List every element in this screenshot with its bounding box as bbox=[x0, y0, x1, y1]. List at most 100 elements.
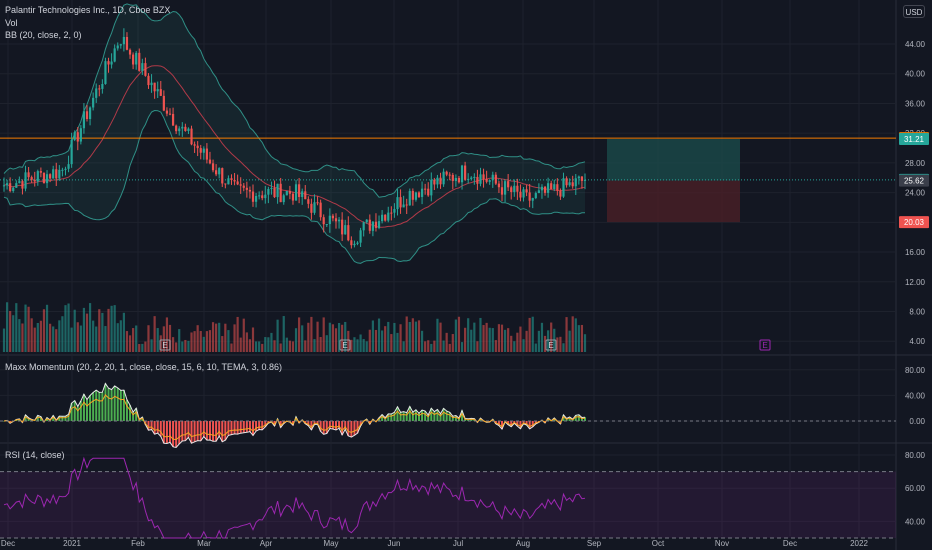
candle bbox=[251, 191, 255, 202]
volume-bar bbox=[543, 335, 547, 352]
candle bbox=[291, 193, 295, 201]
volume-bar bbox=[61, 316, 64, 352]
momentum-bar bbox=[125, 399, 128, 421]
momentum-bar bbox=[580, 417, 583, 421]
volume-bar bbox=[528, 317, 531, 352]
y-tick-label: 40.00 bbox=[905, 391, 926, 400]
candle bbox=[390, 212, 393, 214]
momentum-bar bbox=[39, 416, 42, 421]
momentum-bar bbox=[230, 421, 233, 435]
momentum-bar bbox=[107, 388, 110, 421]
volume-bar bbox=[374, 329, 378, 352]
volume-bar bbox=[488, 327, 491, 352]
candle bbox=[451, 174, 454, 181]
volume-bar bbox=[491, 328, 494, 352]
candle bbox=[313, 202, 316, 213]
currency-badge[interactable]: USD bbox=[903, 5, 925, 18]
candle bbox=[381, 214, 384, 222]
volume-bar bbox=[52, 326, 55, 352]
candle bbox=[88, 107, 92, 119]
volume-bar bbox=[98, 309, 101, 352]
candle bbox=[430, 179, 433, 196]
candle bbox=[125, 36, 129, 50]
volume-bar bbox=[113, 305, 116, 352]
bollinger-lower bbox=[3, 109, 585, 264]
volume-bar bbox=[150, 339, 153, 352]
candle bbox=[531, 198, 534, 201]
momentum-bar bbox=[319, 421, 322, 432]
volume-bar bbox=[331, 324, 335, 352]
momentum-bar bbox=[233, 421, 236, 434]
volume-bar bbox=[233, 324, 236, 352]
volume-bar bbox=[162, 326, 165, 352]
candle bbox=[513, 185, 516, 193]
momentum-bar bbox=[387, 413, 390, 421]
momentum-bar bbox=[70, 403, 73, 421]
volume-bar bbox=[181, 341, 184, 352]
price-label-box bbox=[899, 133, 929, 146]
earnings-marker-label: E bbox=[762, 341, 767, 350]
volume-bar bbox=[39, 320, 42, 352]
volume-bar bbox=[301, 325, 304, 352]
candle bbox=[5, 183, 9, 186]
momentum-bar bbox=[470, 418, 473, 421]
volume-bar bbox=[110, 305, 113, 352]
volume-bar bbox=[537, 330, 540, 352]
candle bbox=[52, 169, 55, 179]
volume-bar bbox=[460, 342, 464, 352]
momentum-bar bbox=[390, 413, 393, 421]
candle bbox=[218, 168, 221, 175]
momentum-bar bbox=[507, 421, 510, 425]
momentum-bar bbox=[307, 421, 310, 426]
momentum-bar bbox=[562, 414, 565, 421]
candle bbox=[2, 185, 6, 187]
volume-bar bbox=[464, 327, 467, 352]
volume-bar bbox=[171, 337, 175, 352]
volume-bar bbox=[273, 340, 276, 352]
volume-bar bbox=[82, 307, 86, 352]
candle bbox=[356, 242, 359, 244]
earnings-marker-label: E bbox=[342, 341, 347, 350]
momentum-bar bbox=[574, 415, 577, 421]
volume-bar bbox=[45, 304, 49, 352]
momentum-bar bbox=[414, 409, 417, 421]
candle bbox=[553, 184, 556, 190]
bollinger-legend: BB (20, close, 2, 0) bbox=[5, 30, 82, 40]
volume-bar bbox=[205, 331, 208, 352]
volume-bar bbox=[242, 318, 245, 352]
x-tick-label: Oct bbox=[652, 539, 665, 548]
volume-bar bbox=[457, 316, 461, 352]
momentum-bar bbox=[273, 421, 276, 426]
candle bbox=[571, 182, 574, 187]
momentum-bar bbox=[528, 421, 531, 429]
volume-bar bbox=[248, 339, 252, 352]
candle bbox=[184, 126, 187, 132]
momentum-bar bbox=[135, 408, 138, 421]
momentum-bar bbox=[497, 421, 500, 426]
candle bbox=[138, 52, 141, 71]
candle bbox=[331, 215, 335, 219]
volume-bar bbox=[470, 329, 473, 352]
volume-bar bbox=[12, 315, 15, 352]
candle bbox=[58, 169, 61, 179]
candle bbox=[132, 54, 135, 65]
momentum-bar bbox=[261, 421, 264, 430]
momentum-bar bbox=[159, 421, 162, 437]
volume-bar bbox=[313, 339, 316, 352]
volume-bar bbox=[430, 343, 433, 352]
candle bbox=[110, 61, 113, 65]
volume-bar bbox=[125, 331, 129, 352]
momentum-bar bbox=[122, 390, 125, 421]
candle bbox=[503, 181, 507, 195]
candle bbox=[402, 204, 405, 208]
momentum-bar bbox=[402, 411, 405, 421]
volume-bar bbox=[408, 321, 411, 352]
volume-bar bbox=[522, 339, 525, 352]
volume-bar bbox=[307, 322, 310, 352]
volume-bar bbox=[387, 321, 390, 352]
momentum-bar bbox=[172, 421, 175, 447]
candle bbox=[288, 190, 291, 194]
volume-bar bbox=[436, 318, 439, 352]
